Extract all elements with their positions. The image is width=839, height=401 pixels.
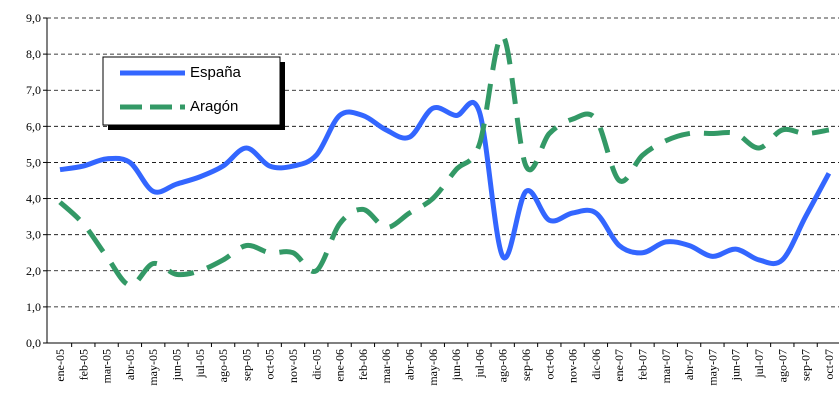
y-tick-label: 5,0 — [26, 155, 41, 169]
legend: España Aragón — [102, 56, 285, 130]
legend-label: Aragón — [190, 98, 238, 115]
y-tick-label: 6,0 — [26, 119, 41, 133]
x-tick-label: ene-06 — [333, 349, 347, 382]
x-tick-label: jul-07 — [752, 349, 766, 379]
x-tick-label: ago-05 — [216, 349, 230, 382]
x-tick-label: feb-06 — [356, 349, 370, 380]
legend-box — [102, 56, 281, 126]
x-tick-label: mar-07 — [659, 349, 673, 383]
y-tick-label: 4,0 — [26, 192, 41, 206]
y-tick-label: 8,0 — [26, 47, 41, 61]
y-tick-label: 3,0 — [26, 228, 41, 242]
x-tick-label: ene-07 — [612, 349, 626, 382]
x-tick-label: nov-06 — [566, 349, 580, 383]
x-tick-label: feb-05 — [76, 349, 90, 380]
y-tick-label: 7,0 — [26, 83, 41, 97]
x-tick-label: sep-07 — [799, 349, 813, 381]
x-tick-label: oct-06 — [542, 349, 556, 380]
x-tick-label: mar-06 — [379, 349, 393, 383]
x-tick-label: ago-06 — [496, 349, 510, 382]
x-tick-label: ago-07 — [775, 349, 789, 382]
legend-label: España — [190, 64, 242, 81]
x-tick-label: nov-05 — [286, 349, 300, 383]
x-tick-label: dic-05 — [309, 349, 323, 380]
x-tick-label: jun-05 — [170, 349, 184, 381]
x-tick-label: jun-06 — [449, 349, 463, 381]
x-tick-label: jun-07 — [729, 349, 743, 381]
x-tick-label: ene-05 — [53, 349, 67, 382]
series-line — [59, 100, 832, 267]
y-tick-label: 2,0 — [26, 264, 41, 278]
x-tick-label: abr-05 — [123, 349, 137, 380]
y-tick-label: 1,0 — [26, 300, 41, 314]
x-tick-label: mar-05 — [100, 349, 114, 383]
series-line — [58, 33, 830, 288]
x-tick-label: abr-07 — [682, 349, 696, 380]
x-tick-label: may-07 — [705, 349, 719, 386]
x-tick-label: oct-07 — [822, 349, 836, 380]
y-tick-label: 9,0 — [26, 11, 41, 25]
x-tick-label: may-05 — [146, 349, 160, 386]
x-tick-label: jul-05 — [193, 349, 207, 379]
x-tick-label: feb-07 — [636, 349, 650, 380]
x-tick-label: sep-05 — [239, 349, 253, 381]
x-tick-label: dic-06 — [589, 349, 603, 380]
x-tick-label: jul-06 — [472, 349, 486, 379]
x-tick-label: sep-06 — [519, 349, 533, 381]
x-tick-label: may-06 — [426, 349, 440, 386]
y-tick-label: 0,0 — [26, 336, 41, 350]
x-tick-label: oct-05 — [263, 349, 277, 380]
x-tick-label: abr-06 — [403, 349, 417, 380]
